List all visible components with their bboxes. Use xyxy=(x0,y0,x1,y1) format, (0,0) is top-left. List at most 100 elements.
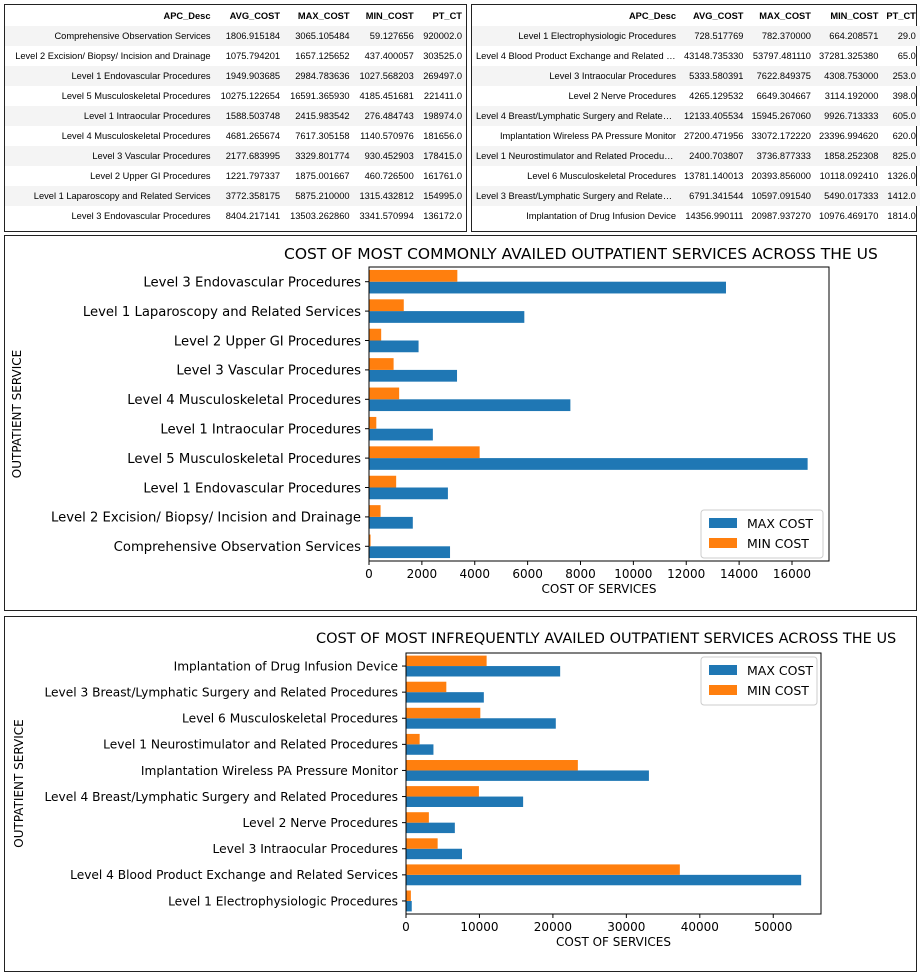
legend-swatch xyxy=(709,665,737,675)
table-cell-value: 13503.262860 xyxy=(290,211,350,221)
table-cell-value: 65.0 xyxy=(897,51,916,61)
y-axis-label: OUTPATIENT SERVICE xyxy=(12,719,26,847)
table-cell-value: 20987.937270 xyxy=(751,211,811,221)
table-cell-value: 10275.122654 xyxy=(220,91,281,101)
table-cell-value: 3772.358175 xyxy=(214,186,285,206)
table-row: Level 1 Neurostimulator and Related Proc… xyxy=(472,146,920,166)
table-cell-value: 1657.125652 xyxy=(295,51,350,61)
table-row: Level 2 Nerve Procedures 4265.129532 6649.… xyxy=(472,86,920,106)
column-header: PT_CT xyxy=(886,10,916,21)
infrequent-services-bar-chart: COST OF MOST INFREQUENTLY AVAILED OUTPAT… xyxy=(12,631,896,949)
y-tick-label: Level 4 Musculoskeletal Procedures xyxy=(127,393,361,408)
table-cell-value: 728.517769 xyxy=(680,26,748,46)
table-row: Level 1 Laparoscopy and Related Services… xyxy=(5,186,466,206)
column-header: AVG_COST xyxy=(229,10,281,21)
table-cell-value: 3329.801774 xyxy=(284,146,354,166)
y-tick-label: Level 1 Intraocular Procedures xyxy=(160,422,361,437)
bar-max-cost xyxy=(369,546,451,559)
y-tick-label: Level 4 Breast/Lymphatic Surgery and Rel… xyxy=(44,790,398,804)
table-cell-value: 2415.983542 xyxy=(284,106,354,126)
table-cell-value: 3114.192000 xyxy=(824,91,879,101)
bar-max-cost xyxy=(369,458,808,470)
table-cell-value: 7617.305158 xyxy=(295,131,350,141)
table-cell-value: 276.484743 xyxy=(353,106,418,126)
table-cell-value: 1588.503748 xyxy=(214,106,285,126)
table-cell-description: Level 4 Blood Product Exchange and Relat… xyxy=(476,51,680,61)
bar-min-cost xyxy=(369,358,394,370)
table-cell-value: 6791.341544 xyxy=(680,186,748,206)
table-row: Level 4 Musculoskeletal Procedures 4681.2… xyxy=(5,126,466,146)
table-cell-value: 782.370000 xyxy=(747,26,815,46)
bar-min-cost xyxy=(406,681,447,693)
legend-swatch xyxy=(709,538,737,548)
infrequent-services-chart-panel: COST OF MOST INFREQUENTLY AVAILED OUTPAT… xyxy=(4,616,917,972)
y-tick-label: Comprehensive Observation Services xyxy=(114,540,361,555)
table-cell-value: 10118.092410 xyxy=(819,171,879,181)
table-cell-description: Level 2 Upper GI Procedures xyxy=(90,171,211,181)
table-cell-value: 5490.017333 xyxy=(814,186,883,206)
table-cell-value: 3341.570994 xyxy=(359,211,414,221)
x-axis-label: COST OF SERVICES xyxy=(556,935,671,949)
table-header-row: APC_Desc AVG_COST MAX_COST MIN_COST PT_C… xyxy=(472,5,920,26)
x-tick-label: 6000 xyxy=(512,567,543,581)
infrequent-services-table-panel: APC_Desc AVG_COST MAX_COST MIN_COST PT_C… xyxy=(471,4,920,232)
table-cell-value: 1027.568203 xyxy=(353,66,418,86)
table-cell-description: Implantation Wireless PA Pressure Monito… xyxy=(499,131,676,141)
bar-min-cost xyxy=(369,534,371,547)
table-cell-value: 269497.0 xyxy=(417,66,466,86)
legend-label: MAX COST xyxy=(747,663,813,678)
y-tick-label: Level 3 Endovascular Procedures xyxy=(143,275,361,290)
bar-max-cost xyxy=(406,718,556,729)
table-cell-value: 2984.783636 xyxy=(284,66,354,86)
bar-max-cost xyxy=(406,796,524,807)
table-cell-value: 920002.0 xyxy=(417,26,466,46)
legend-label: MAX COST xyxy=(747,516,813,531)
table-cell-value: 6649.304667 xyxy=(756,91,811,101)
table-cell-value: 59.127656 xyxy=(353,26,418,46)
table-header-row: APC_Desc AVG_COST MAX_COST MIN_COST PT_C… xyxy=(5,5,466,26)
table-cell-value: 29.0 xyxy=(882,26,920,46)
common-services-bar-chart: COST OF MOST COMMONLY AVAILED OUTPATIENT… xyxy=(10,245,878,596)
bar-max-cost xyxy=(369,516,413,529)
table-row: Level 1 Electrophysiologic Procedures 728… xyxy=(472,26,920,46)
common-services-table-panel: APC_Desc AVG_COST MAX_COST MIN_COST PT_C… xyxy=(4,4,467,232)
y-tick-label: Level 2 Excision/ Biopsy/ Incision and D… xyxy=(51,511,361,526)
table-cell-value: 27200.471956 xyxy=(684,131,744,141)
y-tick-label: Level 1 Laparoscopy and Related Services xyxy=(83,305,361,320)
y-tick-label: Level 2 Upper GI Procedures xyxy=(174,334,361,349)
table-cell-value: 136172.0 xyxy=(423,211,462,221)
y-tick-label: Level 1 Neurostimulator and Related Proc… xyxy=(103,738,398,752)
table-cell-value: 1315.432812 xyxy=(353,186,418,206)
bar-min-cost xyxy=(406,812,429,823)
table-cell-description: Level 1 Intraocular Procedures xyxy=(5,106,215,126)
bar-max-cost xyxy=(406,744,434,755)
column-header: PT_CT xyxy=(432,10,462,21)
table-cell-description: Level 1 Laparoscopy and Related Services xyxy=(5,186,215,206)
table-row: Level 3 Intraocular Procedures 5333.58039… xyxy=(472,66,920,86)
bar-max-cost xyxy=(406,666,561,677)
table-cell-value: 3736.877333 xyxy=(747,146,815,166)
table-row: Level 4 Breast/Lymphatic Surgery and Rel… xyxy=(472,106,920,126)
table-cell-value: 437.400057 xyxy=(364,51,414,61)
y-tick-label: Implantation of Drug Infusion Device xyxy=(174,659,398,673)
table-cell-value: 1412.0 xyxy=(882,186,920,206)
chart-title: COST OF MOST COMMONLY AVAILED OUTPATIENT… xyxy=(284,245,878,263)
table-cell-value: 930.452903 xyxy=(353,146,418,166)
y-tick-label: Implantation Wireless PA Pressure Monito… xyxy=(141,764,399,778)
x-tick-label: 0 xyxy=(365,567,373,581)
x-tick-label: 16000 xyxy=(773,567,811,581)
y-tick-label: Level 2 Nerve Procedures xyxy=(243,816,398,830)
table-cell-value: 10597.091540 xyxy=(747,186,815,206)
bar-min-cost xyxy=(406,864,680,875)
bar-min-cost xyxy=(406,707,481,719)
bar-max-cost xyxy=(369,281,726,294)
x-tick-label: 10000 xyxy=(614,567,652,581)
table-cell-value: 37281.325380 xyxy=(818,51,879,61)
bar-max-cost xyxy=(406,692,484,703)
y-axis-label: OUTPATIENT SERVICE xyxy=(10,350,24,478)
table-cell-value: 16591.365930 xyxy=(290,91,350,101)
column-header: MIN_COST xyxy=(365,10,414,21)
legend-swatch xyxy=(709,518,737,528)
y-tick-label: Level 5 Musculoskeletal Procedures xyxy=(127,452,361,467)
table-cell-value: 221411.0 xyxy=(423,91,462,101)
